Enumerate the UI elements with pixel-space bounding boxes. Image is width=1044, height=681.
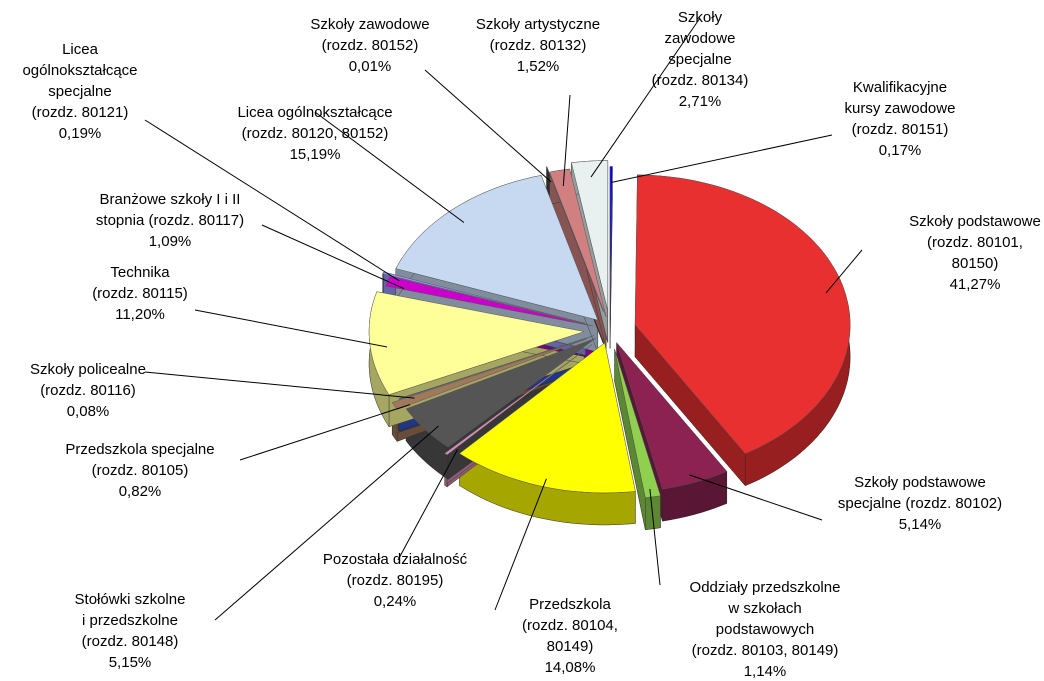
value-label: 0,82% (119, 483, 162, 500)
slice-shade (662, 471, 727, 522)
label-line: Branżowe szkoły I i II (100, 191, 241, 208)
leader-line (494, 478, 547, 611)
slice (571, 160, 609, 311)
label-line: Licea (62, 41, 99, 58)
leader-line (194, 309, 388, 348)
label-line: 80150) (952, 255, 999, 272)
value-label: 15,19% (290, 146, 341, 163)
value-label: 2,71% (679, 93, 722, 110)
label-line: specjalne (rozdz. 80102) (838, 495, 1002, 512)
label-line: (rozdz. 80115) (92, 285, 188, 302)
label-line: Szkoły (678, 9, 723, 26)
leader-line (144, 119, 400, 282)
label-line: (rozdz. 80195) (347, 572, 444, 589)
label-line: (rozdz. 80132) (490, 37, 587, 54)
label-line: (rozdz. 80101, (927, 234, 1023, 251)
label-line: 80149) (547, 638, 594, 655)
slice-shade (645, 495, 661, 530)
leader-line (562, 94, 571, 187)
label-line: Technika (110, 264, 170, 281)
label-line: Oddziały przedszkolne (690, 579, 841, 596)
leader-line (590, 17, 701, 178)
leader-line (424, 69, 552, 183)
label-line: Licea ogólnokształcące (237, 104, 392, 121)
value-label: 11,20% (115, 306, 165, 323)
label-line: (rozdz. 80151) (852, 121, 949, 138)
slice (546, 166, 604, 312)
slice-shade (635, 324, 746, 486)
slice (634, 174, 851, 455)
value-label: 0,01% (349, 58, 392, 75)
slice (614, 349, 661, 498)
label-line: specjalne (48, 83, 111, 100)
label-line: i przedszkolne (82, 612, 178, 629)
label-line: Pozostała działalność (323, 551, 468, 568)
label-line: Szkoły policealne (30, 361, 146, 378)
slice (382, 271, 586, 324)
leader-line (214, 425, 439, 621)
label-line: (rozdz. 80121) (32, 104, 129, 121)
leader-line (239, 404, 411, 461)
leader-line (144, 371, 415, 399)
label-line: zawodowe (665, 30, 736, 47)
pie-tops (368, 160, 851, 498)
label-line: (rozdz. 80134) (652, 72, 749, 89)
label-line: (rozdz. 80103, 80149) (692, 642, 839, 659)
value-label: 0,19% (59, 125, 102, 142)
leader-line (649, 488, 661, 586)
label-line: kursy zawodowe (845, 100, 956, 117)
leader-line (314, 111, 465, 223)
label-line: Szkoły artystyczne (476, 16, 600, 33)
label-line: (rozdz. 80105) (92, 462, 189, 479)
label-line: Kwalifikacyjne (853, 79, 947, 96)
label-line: w szkołach (727, 600, 801, 617)
label-line: specjalne (668, 51, 731, 68)
slice (398, 335, 594, 400)
slice (609, 166, 613, 317)
slice (405, 337, 596, 448)
value-label: 1,14% (744, 663, 787, 680)
label-line: Szkoły podstawowe (909, 213, 1041, 230)
slice (444, 344, 593, 456)
value-label: 5,15% (109, 654, 152, 671)
value-label: 41,27% (950, 276, 1001, 293)
label-line: (rozdz. 80104, (522, 617, 618, 634)
value-label: 0,24% (374, 593, 417, 610)
label-line: Przedszkola specjalne (65, 441, 214, 458)
slice (549, 168, 607, 317)
label-line: Szkoły zawodowe (310, 16, 429, 33)
slice-shade (459, 453, 636, 525)
label-line: (rozdz. 80152) (322, 37, 419, 54)
label-line: Szkoły podstawowe (854, 474, 986, 491)
leader-line (397, 449, 459, 561)
slice (459, 342, 636, 494)
value-label: 5,14% (899, 516, 942, 533)
value-label: 1,09% (149, 233, 192, 250)
value-label: 0,17% (879, 142, 922, 159)
label-line: stopnia (rozdz. 80117) (96, 212, 244, 229)
slice (395, 175, 599, 321)
label-line: (rozdz. 80116) (40, 382, 136, 399)
slice (391, 338, 587, 410)
label-line: (rozdz. 80148) (82, 633, 179, 650)
slice (616, 342, 728, 490)
value-label: 1,52% (517, 58, 560, 75)
label-line: Przedszkola (529, 596, 611, 613)
leader-line (825, 249, 863, 294)
leader-line (689, 474, 823, 521)
label-line: Stołówki szkolne (75, 591, 186, 608)
value-label: 0,08% (67, 403, 110, 420)
label-line: podstawowych (716, 621, 814, 638)
leader-line (261, 224, 405, 290)
slice-shade (614, 349, 646, 530)
leader-line (611, 134, 833, 183)
label-line: ogólnokształcące (22, 62, 137, 79)
label-line: (rozdz. 80120, 80152) (242, 125, 389, 142)
value-label: 14,08% (545, 659, 596, 676)
